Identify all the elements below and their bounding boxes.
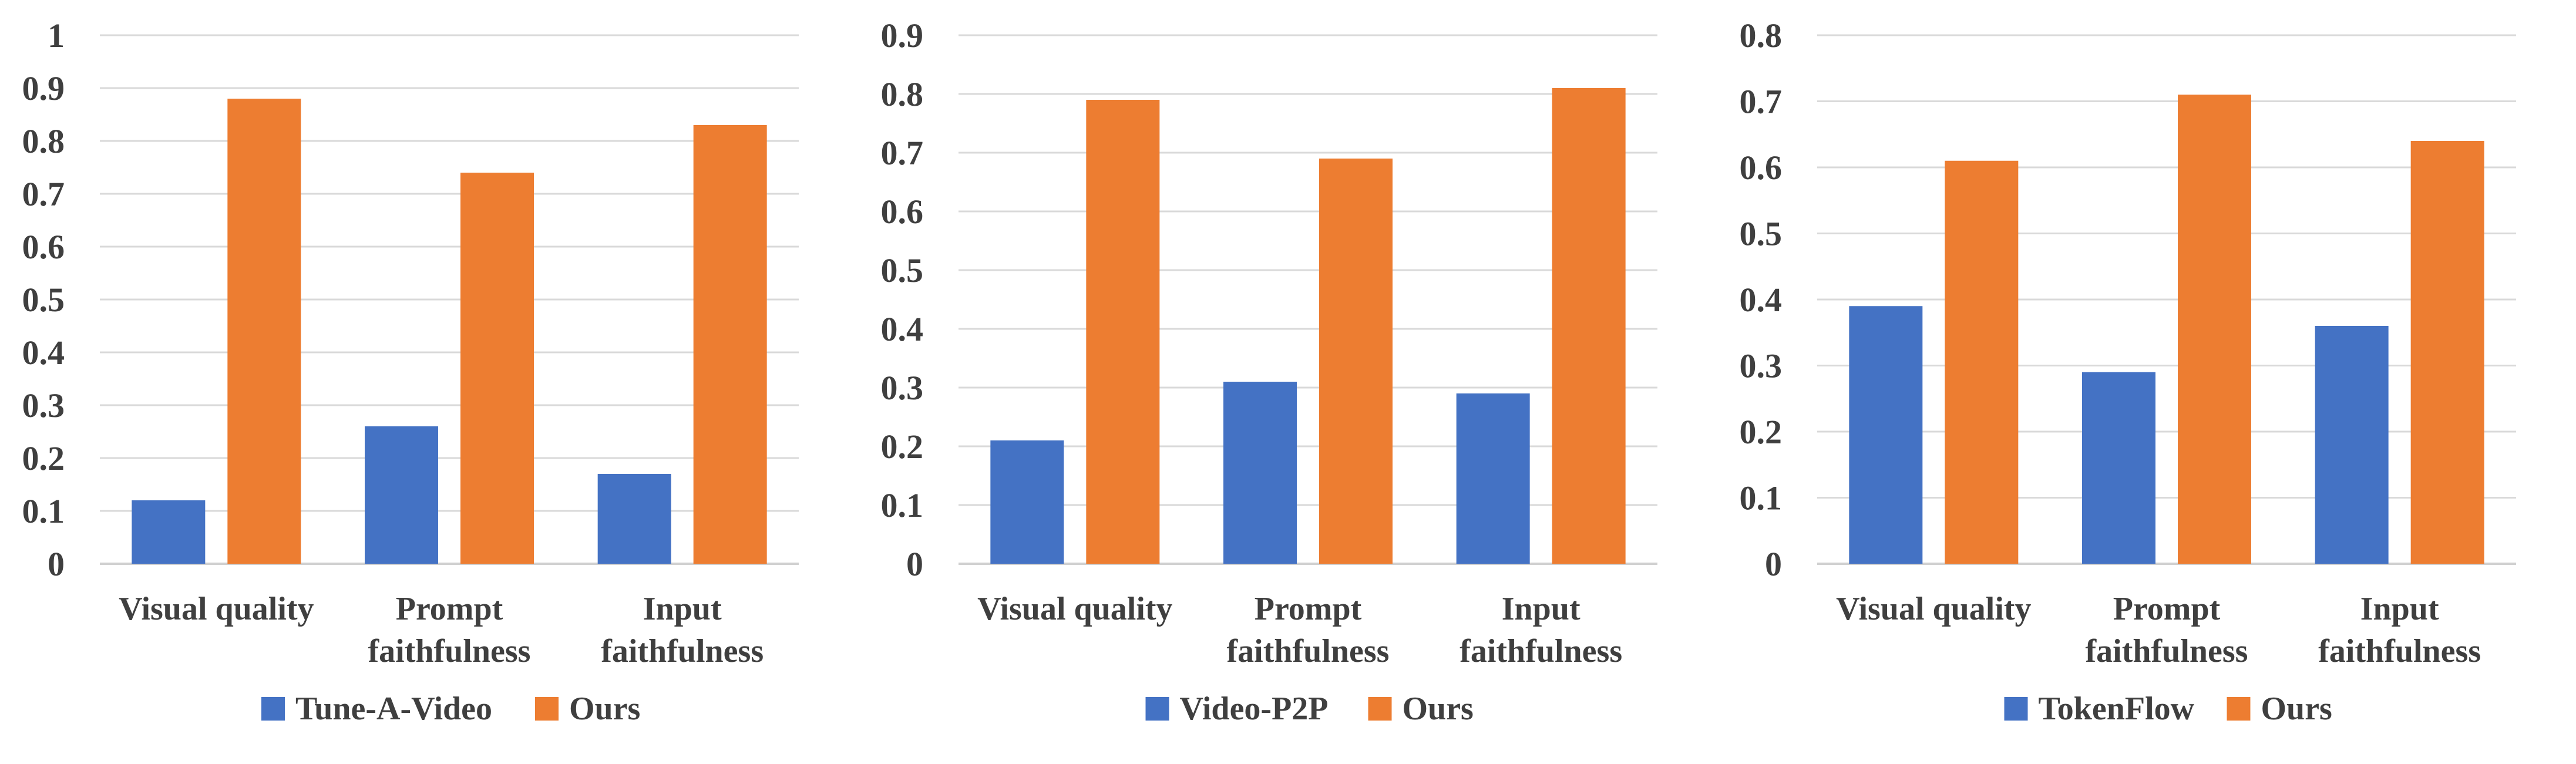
- bar-ours: [1945, 160, 2019, 564]
- bar-chart-tune-a-video: 0 0.1 0.2 0.3 0.4 0.5 0.6 0.7 0.8 0.9 1 Visual qual…: [22, 16, 799, 727]
- y-tick-label: 0.8: [881, 75, 924, 113]
- y-tick-label: 0.6: [1740, 149, 1783, 187]
- legend-swatch: [535, 697, 559, 721]
- chart-panel-tokenflow: 0 0.1 0.2 0.3 0.4 0.5 0.6 0.7 0.8 Visual quality P…: [1717, 0, 2576, 764]
- y-tick-label: 0.7: [881, 134, 924, 172]
- bar-video-p2p: [1456, 393, 1530, 564]
- x-category-label: Input: [1502, 591, 1580, 627]
- legend-swatch: [261, 697, 285, 721]
- bar-ours: [1552, 88, 1626, 564]
- bar-tune-a-video: [365, 426, 438, 564]
- legend-label: Ours: [2261, 691, 2332, 727]
- y-tick-label: 0: [1765, 545, 1782, 583]
- x-category-label: faithfulness: [2086, 633, 2248, 669]
- x-category-label: Visual quality: [1836, 591, 2031, 627]
- x-category-label: Prompt: [2113, 591, 2221, 627]
- legend-label: Tune-A-Video: [295, 691, 492, 727]
- legend-swatch: [1145, 697, 1169, 721]
- bar-tune-a-video: [132, 500, 206, 564]
- x-category-label: Prompt: [1255, 591, 1362, 627]
- x-category-label: Input: [2360, 591, 2439, 627]
- bar-ours: [2178, 95, 2251, 564]
- bar-tune-a-video: [597, 474, 671, 564]
- y-tick-label: 0.3: [22, 386, 65, 425]
- y-tick-label: 0.7: [22, 175, 65, 213]
- y-tick-label: 0.2: [1740, 413, 1783, 451]
- bar-tokenflow: [2082, 372, 2155, 564]
- y-tick-label: 0.9: [881, 16, 924, 55]
- x-category-label: faithfulness: [1459, 633, 1622, 669]
- y-tick-label: 0.6: [881, 193, 924, 231]
- y-tick-label: 0.1: [22, 492, 65, 530]
- bar-chart-video-p2p: 0 0.1 0.2 0.3 0.4 0.5 0.6 0.7 0.8 0.9 Visual quali…: [881, 16, 1657, 727]
- chart-panel-tune-a-video: 0 0.1 0.2 0.3 0.4 0.5 0.6 0.7 0.8 0.9 1 Visual qual…: [0, 0, 859, 764]
- y-tick-label: 0.5: [22, 281, 65, 319]
- y-tick-label: 0.3: [1740, 347, 1783, 385]
- legend-label: Ours: [1403, 691, 1474, 727]
- y-tick-label: 0.2: [881, 428, 924, 466]
- y-tick-label: 0.5: [881, 251, 924, 290]
- y-tick-label: 0.9: [22, 69, 65, 107]
- chart-panel-video-p2p: 0 0.1 0.2 0.3 0.4 0.5 0.6 0.7 0.8 0.9 Visual quali…: [859, 0, 1717, 764]
- y-tick-label: 0.6: [22, 228, 65, 266]
- bar-ours: [460, 173, 534, 564]
- legend-label: Video-P2P: [1180, 691, 1329, 727]
- bar-ours: [693, 125, 767, 564]
- y-tick-label: 0.8: [1740, 16, 1783, 55]
- bar-tokenflow: [2315, 326, 2389, 564]
- bar-tokenflow: [1849, 306, 1923, 564]
- bar-ours: [227, 99, 301, 564]
- y-tick-label: 0.7: [1740, 83, 1783, 121]
- bar-ours: [1319, 159, 1393, 564]
- legend-label: Ours: [569, 691, 640, 727]
- y-tick-label: 0.4: [22, 334, 65, 372]
- x-category-label: Visual quality: [977, 591, 1172, 627]
- bar-ours: [2410, 141, 2484, 564]
- y-tick-label: 0: [906, 545, 923, 583]
- x-category-label: faithfulness: [601, 633, 764, 669]
- y-tick-label: 0: [48, 545, 65, 583]
- y-tick-label: 0.2: [22, 439, 65, 477]
- legend-label: TokenFlow: [2039, 691, 2195, 727]
- x-category-label: faithfulness: [2318, 633, 2481, 669]
- bar-video-p2p: [990, 440, 1064, 564]
- legend-swatch: [2227, 697, 2251, 721]
- y-tick-label: 0.5: [1740, 215, 1783, 253]
- y-tick-label: 0.8: [22, 122, 65, 160]
- y-tick-label: 0.4: [1740, 281, 1783, 319]
- y-tick-label: 0.1: [881, 486, 924, 524]
- y-tick-label: 0.1: [1740, 479, 1783, 517]
- y-tick-label: 1: [48, 16, 65, 55]
- x-category-label: faithfulness: [368, 633, 531, 669]
- bar-chart-tokenflow: 0 0.1 0.2 0.3 0.4 0.5 0.6 0.7 0.8 Visual quality P…: [1740, 16, 2516, 727]
- legend-swatch: [2004, 697, 2028, 721]
- bar-video-p2p: [1223, 382, 1297, 564]
- x-category-label: Prompt: [396, 591, 503, 627]
- x-category-label: Input: [643, 591, 722, 627]
- y-tick-label: 0.4: [881, 310, 924, 348]
- y-tick-label: 0.3: [881, 369, 924, 407]
- legend-swatch: [1368, 697, 1392, 721]
- x-category-label: Visual quality: [119, 591, 314, 627]
- x-category-label: faithfulness: [1227, 633, 1390, 669]
- bar-ours: [1086, 100, 1160, 564]
